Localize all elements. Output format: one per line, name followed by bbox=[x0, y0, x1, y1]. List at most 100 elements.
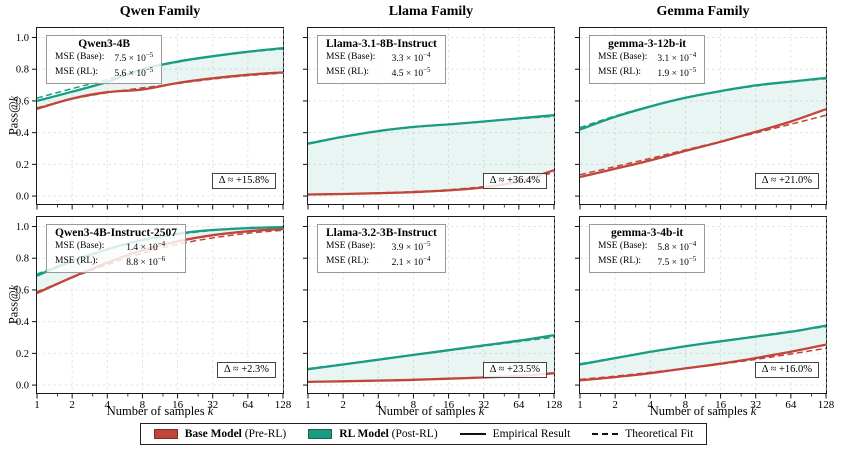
mse-rl-value: 4.5 × 10−5 bbox=[391, 65, 431, 79]
model-name: Qwen3-4B-Instruct-2507 bbox=[55, 227, 178, 239]
x-tick-label: 64 bbox=[785, 399, 797, 411]
mse-rl-label: MSE (RL): bbox=[598, 66, 642, 77]
column-title-llama: Llama Family bbox=[388, 4, 474, 19]
delta-badge: Δ ≈ +21.0% bbox=[754, 173, 819, 189]
y-tick-label: 0.4 bbox=[16, 317, 30, 328]
rl-theoretical-curve bbox=[579, 325, 827, 365]
delta-badge: Δ ≈ +23.5% bbox=[482, 362, 547, 378]
rl-theoretical-curve bbox=[307, 336, 555, 370]
base-theoretical-curve bbox=[579, 114, 827, 176]
y-tick-label: 0.6 bbox=[16, 96, 29, 107]
legend-item-rl-model: RL Model (Post-RL) bbox=[308, 428, 438, 440]
model-info-box: Qwen3-4B MSE (Base): 7.5 × 10−5 MSE (RL)… bbox=[46, 35, 163, 84]
legend-label: RL Model (Post-RL) bbox=[339, 428, 438, 440]
x-tick-label: 128 bbox=[546, 399, 563, 411]
x-tick-label: 8 bbox=[140, 399, 146, 411]
delta-badge: Δ ≈ +2.3% bbox=[217, 362, 276, 378]
mse-rl-label: MSE (RL): bbox=[326, 255, 370, 266]
mse-rl-label: MSE (RL): bbox=[326, 66, 370, 77]
mse-rl-value: 8.8 × 10−6 bbox=[126, 254, 166, 268]
base-theoretical-curve bbox=[579, 347, 827, 381]
x-tick-label: 1 bbox=[34, 399, 40, 411]
x-tick-label: 16 bbox=[172, 399, 184, 411]
mse-base-label: MSE (Base): bbox=[55, 241, 105, 251]
model-name: gemma-3-12b-it bbox=[608, 38, 687, 50]
x-tick-label: 1 bbox=[577, 399, 583, 411]
mse-base-label: MSE (Base): bbox=[326, 241, 376, 251]
mse-base-label: MSE (Base): bbox=[598, 52, 648, 62]
y-tick-label: 1.0 bbox=[16, 33, 29, 44]
mse-rl-label: MSE (RL): bbox=[598, 255, 642, 266]
legend-item-base-model: Base Model (Pre-RL) bbox=[153, 428, 287, 440]
x-tick-label: 64 bbox=[242, 399, 254, 411]
mse-table: MSE (Base): 3.3 × 10−4 MSE (RL): 4.5 × 1… bbox=[326, 51, 437, 80]
x-tick-label: 32 bbox=[478, 399, 489, 411]
subplot-qwen3-4b: 0.0 0.2 0.4 0.6 0.8 1.0 Qwen3-4B MSE (Base): … bbox=[16, 27, 284, 210]
y-tick-label: 0.0 bbox=[16, 381, 29, 392]
mse-table: MSE (Base): 7.5 × 10−5 MSE (RL): 5.6 × 1… bbox=[55, 51, 153, 80]
dashed-line-icon bbox=[592, 433, 619, 435]
x-tick-label: 8 bbox=[411, 399, 417, 411]
mse-rl-value: 7.5 × 10−5 bbox=[657, 254, 697, 268]
legend-box: Base Model (Pre-RL) RL Model (Post-RL) E… bbox=[139, 423, 708, 445]
x-tick-label: 2 bbox=[69, 399, 75, 411]
axis-ticks bbox=[32, 37, 284, 210]
mse-rl-value: 5.6 × 10−5 bbox=[114, 65, 154, 79]
mse-base-value: 3.9 × 10−5 bbox=[391, 240, 431, 254]
rl-model-swatch bbox=[308, 429, 333, 439]
delta-badge: Δ ≈ +16.0% bbox=[754, 362, 819, 378]
x-axis-label-var: k bbox=[750, 404, 757, 418]
subplot-qwen3-4b-instruct-2507: 0.0 0.2 0.4 0.6 0.8 1.0 1 2 4 8 16 32 64 128 Qwen3-4B… bbox=[16, 216, 292, 411]
y-tick-label: 0.4 bbox=[16, 128, 30, 139]
improvement-band bbox=[580, 325, 826, 381]
axis-ticks bbox=[303, 37, 555, 210]
mse-base-value: 3.3 × 10−4 bbox=[391, 51, 431, 65]
delta-badge: Δ ≈ +15.8% bbox=[211, 173, 276, 189]
model-name: Qwen3-4B bbox=[78, 38, 131, 50]
x-axis-label-var: k bbox=[478, 404, 485, 418]
model-name: Llama-3.1-8B-Instruct bbox=[326, 38, 437, 50]
mse-base-label: MSE (Base): bbox=[598, 241, 648, 251]
x-tick-label: 16 bbox=[715, 399, 727, 411]
x-axis-label-gemma: Number of samples k bbox=[579, 404, 827, 419]
solid-line-icon bbox=[459, 433, 486, 435]
mse-base-value: 3.1 × 10−4 bbox=[657, 51, 697, 65]
x-tick-label: 32 bbox=[207, 399, 218, 411]
x-axis-label-text: Number of samples bbox=[649, 404, 751, 418]
y-tick-label: 0.6 bbox=[16, 285, 29, 296]
model-name: gemma-3-4b-it bbox=[611, 227, 684, 239]
x-tick-label: 4 bbox=[105, 399, 111, 411]
legend-item-empirical: Empirical Result bbox=[459, 428, 571, 440]
x-axis-label-var: k bbox=[207, 404, 214, 418]
model-info-box: gemma-3-4b-it MSE (Base): 5.8 × 10−4 MSE… bbox=[589, 224, 706, 273]
x-axis-label-text: Number of samples bbox=[377, 404, 479, 418]
x-tick-label: 8 bbox=[683, 399, 689, 411]
legend-label: Base Model (Pre-RL) bbox=[184, 428, 287, 440]
delta-badge: Δ ≈ +36.4% bbox=[482, 173, 547, 189]
y-tick-label: 0.8 bbox=[16, 65, 29, 76]
legend-label: Theoretical Fit bbox=[625, 428, 694, 440]
subplot-llama-3-1-8b: Llama-3.1-8B-Instruct MSE (Base): 3.3 × … bbox=[303, 27, 555, 210]
improvement-band bbox=[580, 77, 826, 177]
y-tick-label: 0.8 bbox=[16, 254, 29, 265]
mse-base-value: 1.4 × 10−4 bbox=[126, 240, 166, 254]
rl-theoretical-curve bbox=[579, 77, 827, 129]
column-title-qwen: Qwen Family bbox=[119, 4, 201, 19]
mse-rl-value: 1.9 × 10−5 bbox=[657, 65, 697, 79]
mse-table: MSE (Base): 1.4 × 10−4 MSE (RL): 8.8 × 1… bbox=[55, 240, 177, 269]
legend-label: Empirical Result bbox=[492, 428, 571, 440]
x-axis-label-qwen: Number of samples k bbox=[36, 404, 284, 419]
y-tick-label: 0.2 bbox=[16, 160, 29, 171]
x-tick-label: 32 bbox=[750, 399, 761, 411]
axis-ticks bbox=[303, 226, 555, 399]
mse-table: MSE (Base): 3.9 × 10−5 MSE (RL): 2.1 × 1… bbox=[326, 240, 437, 269]
x-axis-label-llama: Number of samples k bbox=[307, 404, 555, 419]
mse-base-value: 5.8 × 10−4 bbox=[657, 240, 697, 254]
x-tick-label: 128 bbox=[275, 399, 292, 411]
mse-base-value: 7.5 × 10−5 bbox=[114, 51, 154, 65]
mse-rl-value: 2.1 × 10−4 bbox=[391, 254, 431, 268]
base-theoretical-curve bbox=[307, 171, 555, 196]
base-theoretical-curve bbox=[36, 72, 284, 109]
mse-table: MSE (Base): 5.8 × 10−4 MSE (RL): 7.5 × 1… bbox=[598, 240, 696, 269]
